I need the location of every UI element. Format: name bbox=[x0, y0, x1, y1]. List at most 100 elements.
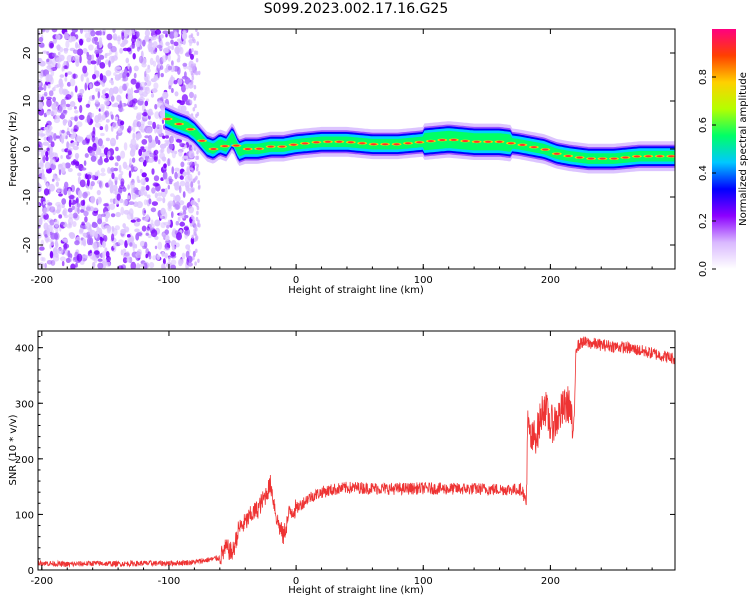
ridge-core bbox=[347, 141, 354, 144]
noise-speckle bbox=[141, 139, 148, 145]
noise-speckle bbox=[150, 229, 158, 238]
noise-speckle bbox=[59, 74, 65, 78]
noise-speckle bbox=[82, 191, 88, 199]
noise-speckle bbox=[64, 76, 68, 82]
noise-speckle bbox=[145, 185, 150, 191]
noise-speckle bbox=[191, 153, 194, 158]
noise-speckle bbox=[100, 106, 105, 113]
noise-speckle bbox=[173, 41, 179, 47]
noise-speckle bbox=[170, 264, 176, 269]
ridge-core bbox=[633, 155, 641, 158]
noise-speckle bbox=[147, 146, 152, 153]
noise-speckle bbox=[110, 167, 115, 173]
noise-speckle bbox=[102, 240, 106, 248]
noise-speckle bbox=[190, 53, 194, 60]
noise-speckle bbox=[65, 135, 68, 140]
ridge-core bbox=[530, 146, 538, 149]
noise-speckle bbox=[47, 202, 53, 206]
noise-speckle bbox=[70, 263, 76, 269]
noise-speckle bbox=[68, 232, 75, 238]
noise-speckle bbox=[75, 262, 78, 268]
noise-speckle bbox=[158, 129, 162, 135]
noise-speckle bbox=[104, 100, 110, 106]
noise-speckle bbox=[133, 72, 137, 79]
snr-x-label: Height of straight line (km) bbox=[288, 585, 424, 596]
noise-speckle bbox=[86, 178, 90, 187]
noise-speckle bbox=[196, 111, 200, 117]
noise-speckle bbox=[175, 194, 181, 203]
noise-speckle bbox=[83, 254, 89, 259]
noise-speckle bbox=[104, 87, 110, 92]
noise-speckle bbox=[66, 71, 73, 75]
ridge-green bbox=[165, 112, 675, 164]
ridge-core bbox=[439, 139, 446, 141]
noise-speckle bbox=[119, 99, 122, 107]
noise-speckle bbox=[93, 250, 100, 255]
noise-speckle bbox=[110, 114, 114, 120]
noise-speckle bbox=[123, 209, 130, 215]
noise-speckle bbox=[167, 147, 170, 153]
noise-speckle bbox=[59, 82, 64, 88]
noise-speckle bbox=[86, 174, 92, 180]
noise-speckle bbox=[41, 96, 45, 101]
noise-speckle bbox=[190, 33, 194, 38]
noise-speckle bbox=[104, 110, 110, 118]
noise-speckle bbox=[70, 55, 74, 62]
noise-speckle bbox=[90, 181, 95, 187]
x-tick-label: 200 bbox=[541, 275, 560, 286]
noise-speckle bbox=[127, 93, 134, 102]
noise-speckle bbox=[162, 91, 169, 99]
noise-speckle bbox=[82, 48, 88, 54]
y-tick-label: 10 bbox=[22, 95, 33, 108]
noise-speckle bbox=[174, 150, 178, 155]
noise-speckle bbox=[38, 169, 43, 174]
noise-speckle bbox=[182, 205, 187, 212]
noise-speckle bbox=[38, 36, 44, 43]
ridge-core bbox=[290, 143, 297, 146]
noise-speckle bbox=[101, 94, 106, 99]
noise-speckle bbox=[143, 218, 149, 222]
noise-speckle bbox=[132, 125, 136, 133]
noise-speckle bbox=[164, 135, 170, 139]
noise-speckle bbox=[149, 262, 155, 269]
x-tick-label: -100 bbox=[158, 275, 181, 286]
noise-speckle bbox=[146, 126, 152, 134]
noise-speckle bbox=[167, 54, 171, 62]
ridge-core bbox=[519, 143, 526, 146]
noise-speckle bbox=[154, 135, 159, 144]
noise-speckle bbox=[147, 120, 153, 126]
noise-speckle bbox=[166, 224, 170, 229]
noise-speckle bbox=[191, 234, 194, 239]
noise-speckle bbox=[144, 135, 150, 139]
noise-speckle bbox=[92, 207, 99, 212]
noise-speckle bbox=[103, 157, 109, 163]
ridge-core bbox=[336, 140, 343, 143]
noise-speckle bbox=[68, 143, 71, 149]
noise-speckle bbox=[132, 132, 136, 140]
noise-speckle bbox=[130, 182, 135, 190]
noise-speckle bbox=[109, 156, 114, 161]
noise-speckle bbox=[72, 141, 78, 145]
noise-speckle bbox=[83, 73, 88, 78]
noise-speckle bbox=[130, 213, 134, 221]
noise-speckle bbox=[38, 30, 41, 36]
snr-y-label: SNR (10 * v/v) bbox=[8, 414, 19, 485]
noise-speckle bbox=[154, 103, 158, 110]
noise-speckle bbox=[177, 39, 183, 47]
noise-speckle bbox=[191, 188, 194, 193]
noise-speckle bbox=[169, 180, 173, 185]
noise-speckle bbox=[81, 221, 85, 226]
noise-speckle bbox=[157, 241, 163, 250]
noise-speckle bbox=[174, 91, 179, 97]
colorbar-tick-label: 0.2 bbox=[698, 213, 709, 229]
noise-speckle bbox=[162, 135, 166, 139]
noise-speckle bbox=[122, 223, 126, 229]
noise-speckle bbox=[117, 119, 123, 127]
noise-speckle bbox=[144, 29, 150, 37]
noise-speckle bbox=[115, 146, 119, 152]
noise-speckle bbox=[197, 171, 201, 176]
noise-speckle bbox=[61, 198, 67, 205]
noise-speckle bbox=[68, 119, 71, 127]
noise-speckle bbox=[175, 242, 180, 248]
noise-speckle bbox=[196, 41, 199, 46]
